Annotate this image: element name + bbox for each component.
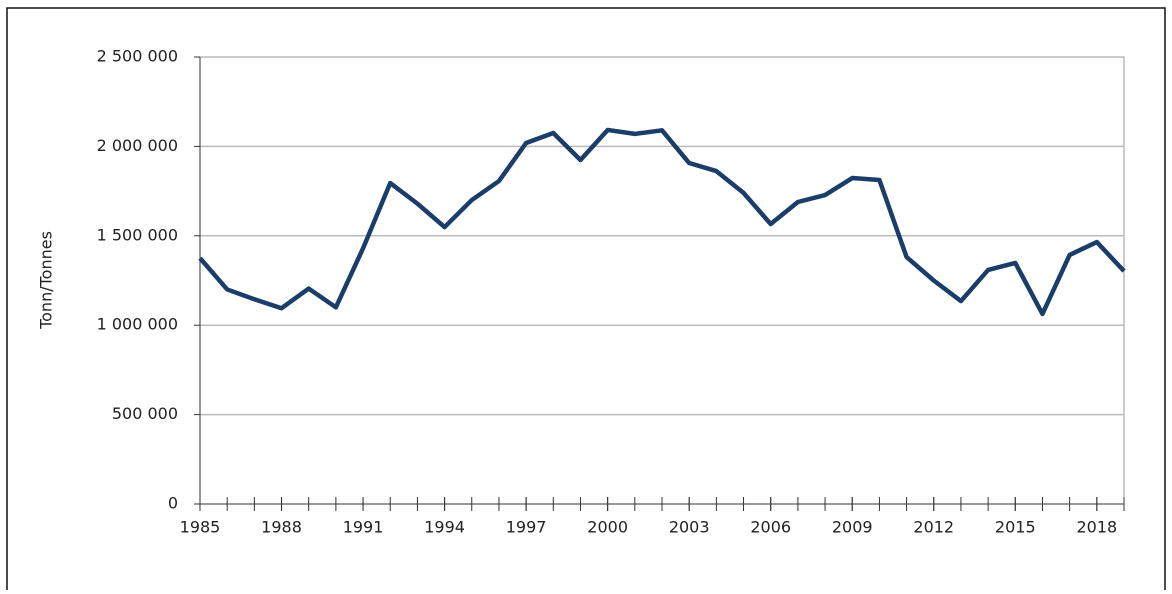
x-tick-label: 1991	[343, 518, 384, 537]
x-tick-label: 1988	[261, 518, 302, 537]
data-line	[198, 127, 1126, 317]
x-tick-label: 2012	[913, 518, 954, 537]
x-tick-label: 2006	[750, 518, 791, 537]
chart-frame	[6, 7, 1166, 594]
x-tick-label: 2003	[669, 518, 710, 537]
x-tick-label: 1994	[424, 518, 465, 537]
y-axis-label: Tonn/Tonnes	[37, 231, 56, 330]
y-tick-label: 2 500 000	[97, 47, 178, 66]
y-tick-label: 500 000	[112, 404, 178, 423]
x-tick-label: 1997	[506, 518, 547, 537]
y-tick-label: 0	[168, 494, 178, 513]
x-tick-label: 2018	[1076, 518, 1117, 537]
x-tick-label: 2009	[832, 518, 873, 537]
plot-area	[199, 56, 1125, 505]
y-tick-label: 1 000 000	[97, 315, 178, 334]
x-tick-label: 2015	[995, 518, 1036, 537]
x-tick-label: 1985	[180, 518, 221, 537]
y-tick-label: 1 500 000	[97, 225, 178, 244]
y-tick-label: 2 000 000	[97, 136, 178, 155]
x-tick-label: 2000	[587, 518, 628, 537]
